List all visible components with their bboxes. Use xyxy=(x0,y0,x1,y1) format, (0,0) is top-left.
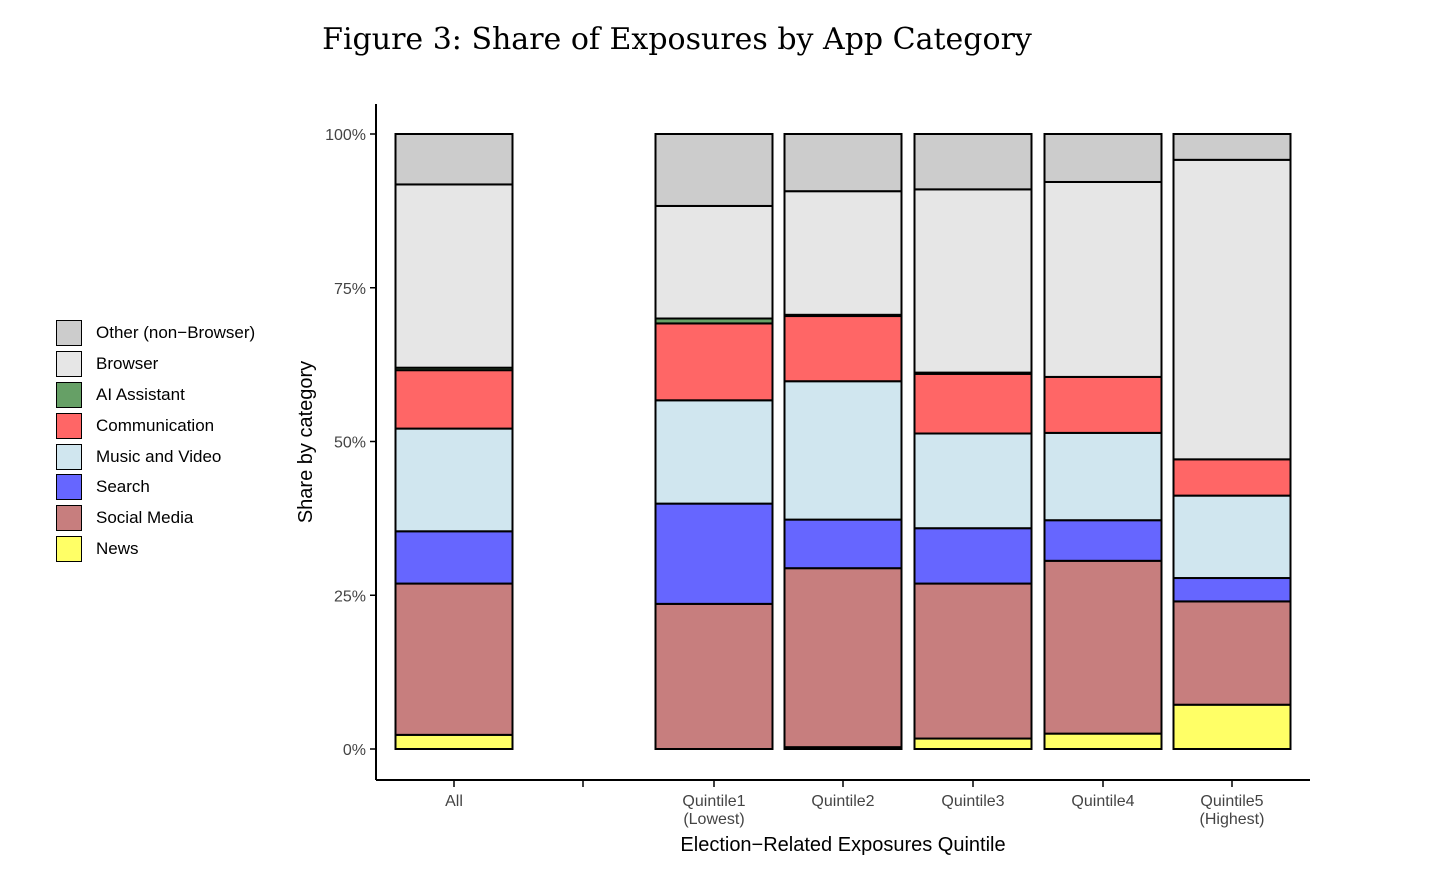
bar-segment-news-5 xyxy=(1172,703,1292,750)
bar-segment-music-and-video-4 xyxy=(1043,431,1163,522)
x-tick-label: Quintile2 xyxy=(811,793,874,810)
bar-segment-news-3 xyxy=(913,737,1033,750)
bar-segment-music-and-video-1 xyxy=(654,399,774,505)
bar-segment-communication-2 xyxy=(783,315,903,383)
bar-segment-other-non-browser--1 xyxy=(654,133,774,207)
legend-swatch xyxy=(56,505,82,532)
bar-segment-browser-5 xyxy=(1172,158,1292,461)
legend-item: Browser xyxy=(56,349,255,380)
bar-segment-music-and-video-5 xyxy=(1172,494,1292,580)
legend-label: Communication xyxy=(96,415,215,435)
bar-segment-music-and-video-0 xyxy=(394,427,514,533)
legend-swatch xyxy=(56,381,82,408)
legend-swatch xyxy=(56,320,82,347)
bar-segment-communication-0 xyxy=(394,369,514,430)
legend-swatch xyxy=(56,351,82,378)
legend-item: AI Assistant xyxy=(56,380,255,411)
legend-label: News xyxy=(96,538,139,558)
legend-label: Search xyxy=(96,477,150,497)
bar-segment-social-media-5 xyxy=(1172,600,1292,706)
bar-segment-search-4 xyxy=(1043,519,1163,562)
legend-item: Search xyxy=(56,472,255,503)
bar-segment-browser-0 xyxy=(394,183,514,369)
bar-segment-social-media-1 xyxy=(654,602,774,750)
legend-item: Social Media xyxy=(56,503,255,534)
bar-segment-other-non-browser--0 xyxy=(394,133,514,186)
legend-item: News xyxy=(56,534,255,565)
bar-segment-browser-2 xyxy=(783,190,903,316)
bar-segment-communication-3 xyxy=(913,372,1033,435)
legend-swatch xyxy=(56,535,82,562)
y-tick-label: 75% xyxy=(334,281,366,298)
y-tick-label: 0% xyxy=(343,742,366,759)
legend-item: Other (non−Browser) xyxy=(56,318,255,349)
bar-segment-social-media-2 xyxy=(783,567,903,749)
bar-segment-search-1 xyxy=(654,502,774,605)
legend-label: Other (non−Browser) xyxy=(96,323,256,343)
bar-segment-social-media-4 xyxy=(1043,559,1163,735)
bar-segment-social-media-3 xyxy=(913,582,1033,740)
bar-segment-other-non-browser--5 xyxy=(1172,133,1292,161)
legend-item: Communication xyxy=(56,410,255,441)
legend-label: AI Assistant xyxy=(96,384,185,404)
x-tick-label: Quintile3 xyxy=(941,793,1004,810)
legend-swatch xyxy=(56,443,82,470)
legend: Other (non−Browser) Browser AI Assistant Co… xyxy=(56,318,255,564)
x-tick-label: Quintile1 (Lowest) xyxy=(682,793,745,828)
legend-label: Music and Video xyxy=(96,446,222,466)
x-tick-label: Quintile5 (Highest) xyxy=(1200,793,1265,828)
bar-segment-search-5 xyxy=(1172,577,1292,603)
bar-segment-music-and-video-2 xyxy=(783,380,903,521)
bar-segment-search-3 xyxy=(913,527,1033,585)
legend-label: Social Media xyxy=(96,508,194,528)
legend-swatch xyxy=(56,474,82,501)
chart-title: Figure 3: Share of Exposures by App Cate… xyxy=(322,22,1032,57)
y-tick-label: 50% xyxy=(334,435,366,452)
x-tick-label: All xyxy=(445,793,463,810)
bars-group xyxy=(394,133,1292,751)
bar-segment-other-non-browser--3 xyxy=(913,133,1033,191)
bar-segment-music-and-video-3 xyxy=(913,432,1033,530)
bar-segment-search-2 xyxy=(783,518,903,570)
x-axis-title: Election−Related Exposures Quintile xyxy=(680,834,1005,856)
bar-segment-news-4 xyxy=(1043,732,1163,750)
bar-segment-news-0 xyxy=(394,733,514,750)
bar-segment-social-media-0 xyxy=(394,582,514,736)
bar-segment-communication-5 xyxy=(1172,458,1292,497)
bar-segment-search-0 xyxy=(394,530,514,585)
y-axis-title: Share by category xyxy=(295,361,317,523)
legend-item: Music and Video xyxy=(56,441,255,472)
bar-segment-browser-1 xyxy=(654,204,774,320)
bar-segment-browser-3 xyxy=(913,188,1033,374)
bar-segment-other-non-browser--2 xyxy=(783,133,903,193)
bar-segment-other-non-browser--4 xyxy=(1043,133,1163,183)
y-tick-label: 25% xyxy=(334,588,366,605)
bar-segment-communication-4 xyxy=(1043,375,1163,434)
legend-swatch xyxy=(56,412,82,439)
y-tick-label: 100% xyxy=(325,127,366,144)
legend-label: Browser xyxy=(96,354,159,374)
bar-segment-communication-1 xyxy=(654,322,774,402)
bar-segment-browser-4 xyxy=(1043,180,1163,378)
x-tick-label: Quintile4 xyxy=(1071,793,1134,810)
